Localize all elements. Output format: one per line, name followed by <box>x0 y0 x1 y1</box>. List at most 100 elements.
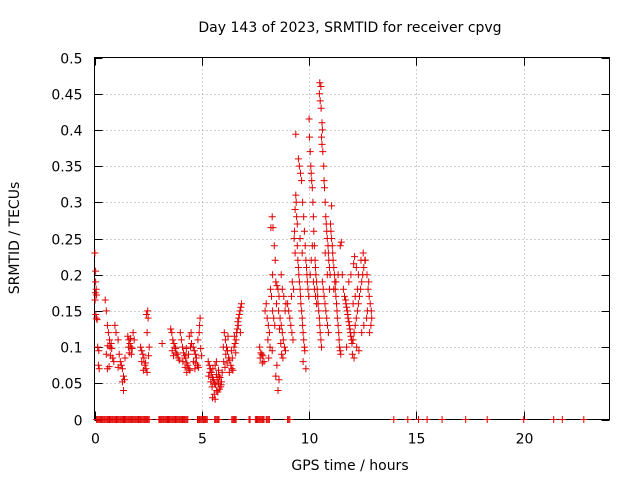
data-point <box>209 365 217 373</box>
data-point <box>335 336 343 344</box>
x-tick-labels: 0 5 10 15 20 <box>91 432 533 448</box>
data-point <box>261 307 269 315</box>
data-point <box>275 307 283 315</box>
data-point <box>345 278 353 286</box>
data-point <box>211 361 219 369</box>
y-axis-label: SRMTID / TECUs <box>7 182 23 295</box>
data-point <box>291 249 299 257</box>
data-point <box>316 79 324 87</box>
data-point <box>353 307 361 315</box>
data-point <box>339 285 347 293</box>
data-point <box>195 329 203 337</box>
data-point <box>293 213 301 221</box>
data-point <box>205 372 213 380</box>
data-point <box>299 329 307 337</box>
data-point <box>273 300 280 308</box>
data-point <box>309 213 317 221</box>
data-point <box>298 307 306 315</box>
data-point <box>390 416 398 423</box>
data-point <box>204 358 212 366</box>
data-point <box>206 368 214 376</box>
data-point <box>348 350 356 358</box>
data-point <box>269 224 277 232</box>
data-point <box>270 242 278 250</box>
x-tick-label: 0 <box>91 432 100 448</box>
data-point <box>196 321 204 329</box>
data-point <box>231 340 239 347</box>
data-point <box>197 352 205 360</box>
data-point <box>333 300 340 308</box>
data-point <box>316 329 324 337</box>
data-point <box>323 314 331 322</box>
data-point <box>290 235 298 242</box>
data-point <box>309 278 317 286</box>
data-point <box>415 416 422 423</box>
data-point <box>175 356 183 364</box>
data-point <box>274 387 282 394</box>
data-point <box>307 169 315 177</box>
data-point <box>302 365 310 373</box>
data-point <box>312 264 319 271</box>
data-point <box>278 350 286 358</box>
data-point <box>230 332 238 340</box>
data-point <box>327 227 335 235</box>
data-point <box>145 352 153 360</box>
data-point <box>291 227 298 235</box>
data-point <box>170 352 177 360</box>
data-point <box>236 329 244 337</box>
data-point <box>194 336 202 344</box>
data-point <box>321 184 328 192</box>
data-point <box>550 416 558 423</box>
data-point <box>235 314 243 322</box>
data-point <box>328 202 336 210</box>
data-point <box>330 285 338 293</box>
data-point <box>270 314 278 322</box>
data-point <box>320 177 328 185</box>
data-point <box>277 321 285 329</box>
data-point <box>315 90 323 98</box>
data-point <box>285 307 293 315</box>
data-point <box>228 365 236 373</box>
data-point <box>304 285 312 293</box>
data-point <box>483 416 491 423</box>
data-point <box>215 416 223 423</box>
data-point <box>300 213 308 221</box>
data-point <box>319 285 327 293</box>
data-point <box>189 343 197 351</box>
data-point <box>218 368 226 376</box>
data-point <box>143 368 151 376</box>
data-point <box>145 343 153 351</box>
data-point <box>363 314 371 322</box>
y-tick-label: 0.25 <box>51 233 82 249</box>
data-point <box>176 329 184 337</box>
data-point <box>280 292 288 300</box>
data-point <box>303 264 310 271</box>
data-point <box>306 271 314 279</box>
data-point <box>315 307 323 315</box>
data-point <box>348 340 356 347</box>
data-point <box>321 300 329 308</box>
data-point <box>273 361 281 369</box>
data-point <box>227 361 235 369</box>
data-point <box>192 354 200 362</box>
data-point <box>129 329 137 337</box>
data-point <box>292 191 300 199</box>
data-point <box>317 336 325 344</box>
data-point <box>115 350 123 358</box>
data-point <box>212 358 220 366</box>
data-point <box>92 311 100 318</box>
data-point <box>335 329 343 337</box>
data-point <box>272 372 280 380</box>
data-point <box>269 271 277 279</box>
data-point <box>91 249 99 257</box>
data-point <box>337 350 345 358</box>
data-point <box>103 365 111 373</box>
data-point <box>137 343 145 351</box>
plot-area-border <box>94 57 610 420</box>
data-point <box>101 296 109 304</box>
data-point <box>324 329 332 337</box>
data-point <box>318 133 325 141</box>
data-point <box>365 278 373 286</box>
data-point <box>350 260 358 268</box>
